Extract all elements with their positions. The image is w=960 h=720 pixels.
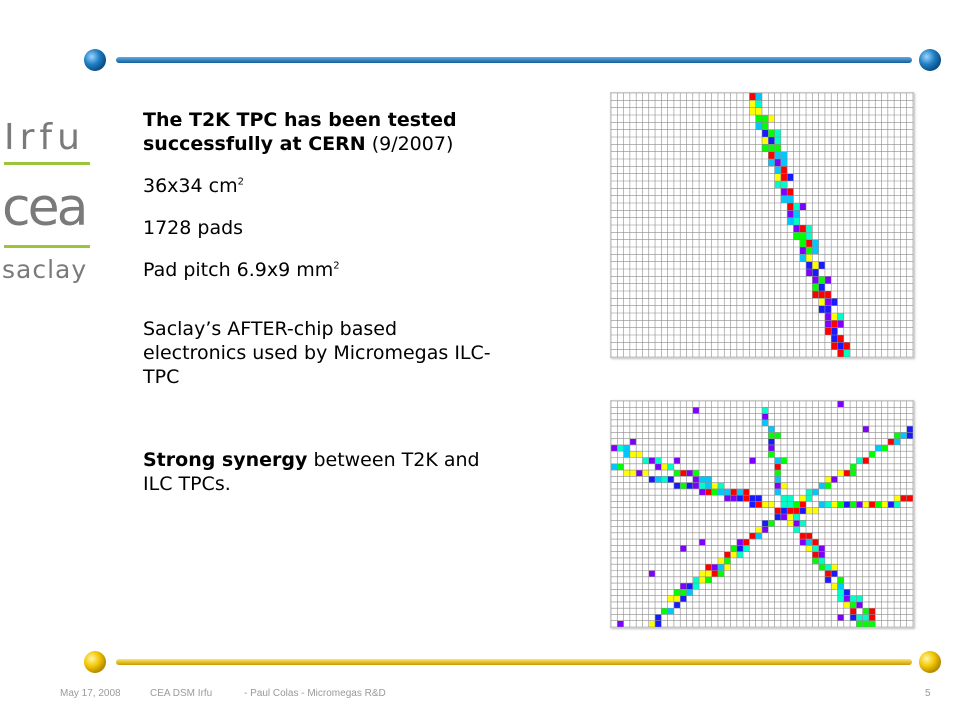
bottom-left-dot bbox=[84, 651, 106, 673]
heading-line: The T2K TPC has been tested successfully… bbox=[143, 108, 503, 156]
svg-text:saclay: saclay bbox=[2, 255, 87, 284]
heading-date: (9/2007) bbox=[365, 133, 454, 155]
bottom-divider bbox=[84, 651, 941, 673]
bottom-right-dot bbox=[919, 651, 941, 673]
pads-line: 1728 pads bbox=[143, 217, 244, 239]
footer-org: CEA DSM Irfu bbox=[150, 688, 213, 699]
top-right-dot bbox=[919, 49, 941, 71]
synergy-bold: Strong synergy bbox=[143, 449, 308, 471]
irfu-cea-saclay-logo: Irfu cea saclay bbox=[2, 117, 90, 284]
size-line: 36x34 cm2 bbox=[143, 175, 244, 197]
pitch-line: Pad pitch 6.9x9 mm2 bbox=[143, 259, 340, 281]
page-number: 5 bbox=[925, 688, 931, 699]
footer-date: May 17, 2008 bbox=[60, 688, 121, 699]
heading-bold: The T2K TPC has been tested successfully… bbox=[143, 109, 457, 155]
top-left-dot bbox=[84, 49, 106, 71]
svg-text:cea: cea bbox=[2, 178, 85, 238]
multi-track-event-display bbox=[610, 400, 932, 634]
pad-grid-multi-track bbox=[610, 400, 932, 634]
slide-body: The T2K TPC has been tested successfully… bbox=[143, 108, 503, 496]
footer-title: - Paul Colas - Micromegas R&D bbox=[244, 688, 386, 699]
single-track-event-display bbox=[610, 92, 914, 358]
synergy-line: Strong synergy between T2K and ILC TPCs. bbox=[143, 449, 480, 495]
pad-grid-single-track bbox=[610, 92, 914, 358]
top-divider bbox=[84, 49, 941, 71]
svg-text:Irfu: Irfu bbox=[4, 117, 85, 158]
electronics-line: Saclay’s AFTER-chip based electronics us… bbox=[143, 318, 491, 388]
